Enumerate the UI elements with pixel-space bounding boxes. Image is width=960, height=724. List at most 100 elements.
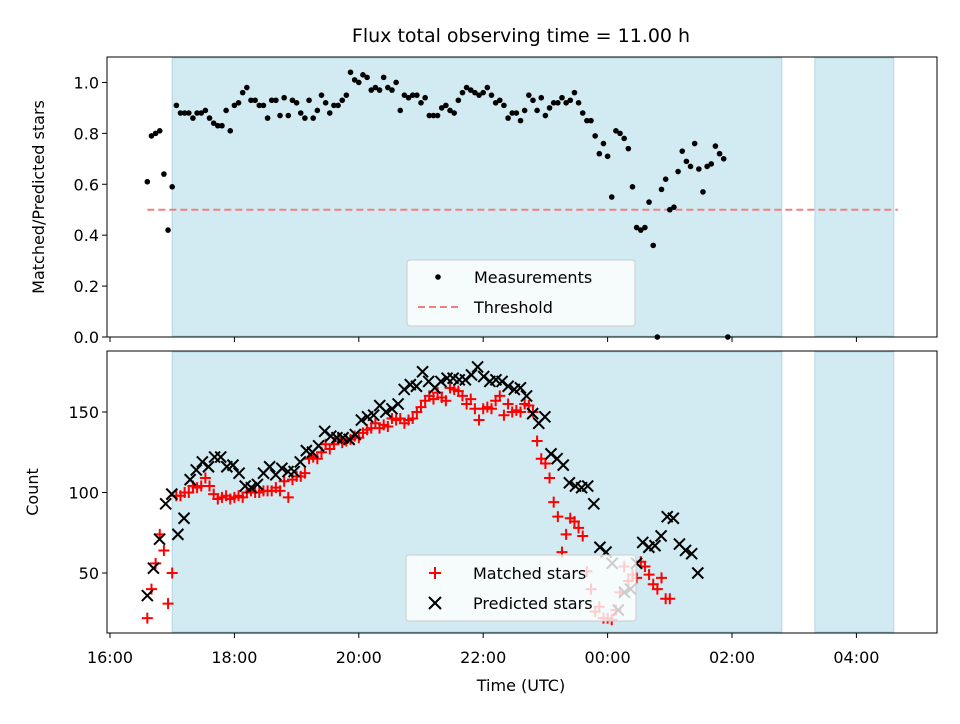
- measurement-point: [215, 122, 221, 129]
- predicted-star-point: [202, 460, 215, 473]
- measurement-point: [248, 97, 254, 104]
- measurement-point: [484, 84, 491, 91]
- measurement-point: [347, 69, 354, 76]
- matched-star-point: [274, 485, 286, 497]
- measurement-point: [252, 97, 258, 104]
- predicted-star-point: [648, 539, 662, 552]
- measurement-point: [306, 97, 312, 104]
- predicted-star-point: [177, 512, 191, 525]
- matched-star-point: [552, 511, 564, 523]
- legend-predicted-label: Predicted stars: [473, 594, 593, 613]
- measurement-point: [596, 150, 603, 157]
- x-tick-label: 22:00: [460, 648, 506, 667]
- top-y-axis: 0.0 0.2 0.4 0.6 0.8 1.0: [74, 73, 107, 347]
- measurement-point: [331, 102, 337, 109]
- measurement-point: [542, 112, 549, 119]
- measurement-point: [716, 150, 723, 157]
- top-y-axis-label: Matched/Predicted stars: [29, 100, 48, 294]
- y-tick-label: 100: [68, 484, 99, 503]
- legend-matched-label: Matched stars: [473, 564, 586, 583]
- measurement-point: [708, 161, 715, 167]
- measurement-point: [600, 140, 607, 147]
- measurement-point: [550, 100, 557, 106]
- measurement-point: [169, 184, 175, 190]
- shaded-interval: [814, 351, 895, 633]
- measurement-point: [675, 168, 681, 175]
- matched-star-point: [158, 544, 170, 556]
- measurement-point: [505, 115, 511, 121]
- predicted-star-point: [465, 368, 478, 382]
- measurement-point: [239, 89, 246, 96]
- measurement-point: [152, 130, 159, 137]
- measurement-point: [202, 107, 209, 114]
- measurement-point: [401, 92, 408, 98]
- predicted-star-point: [147, 561, 160, 575]
- matched-star-point: [183, 487, 195, 498]
- top-axes-frame: [106, 56, 938, 338]
- x-tick-label: 20:00: [336, 648, 382, 667]
- x-tick-label: 00:00: [585, 648, 631, 667]
- predicted-star-point: [581, 479, 594, 493]
- measurement-point: [534, 107, 540, 114]
- bottom-x-axis: 16:00 18:00 20:00 22:00 00:00 02:00 04:00: [87, 633, 879, 667]
- matched-star-point: [485, 403, 497, 415]
- measurement-point: [409, 92, 416, 98]
- matched-star-point: [204, 480, 216, 492]
- top-legend: Measurements Threshold: [406, 259, 636, 327]
- measurement-point: [256, 102, 263, 109]
- measurement-point: [360, 72, 366, 78]
- matched-star-point: [515, 406, 527, 418]
- measurement-point: [281, 94, 287, 101]
- bottom-legend-box: [405, 554, 637, 622]
- matched-star-point: [664, 593, 676, 605]
- predicted-star-point: [159, 497, 172, 510]
- measurement-point: [629, 184, 636, 190]
- measurement-point: [633, 224, 640, 231]
- measurement-point: [244, 84, 250, 91]
- x-tick-label: 18:00: [211, 648, 257, 667]
- measurement-point: [563, 100, 569, 106]
- measurement-point: [438, 105, 445, 111]
- measurement-point: [476, 92, 482, 98]
- measurement-point: [625, 145, 632, 152]
- measurement-point: [190, 115, 196, 121]
- measurement-point: [463, 84, 470, 91]
- matched-star-point: [415, 401, 427, 413]
- measurement-point: [509, 110, 516, 116]
- measurement-point: [231, 102, 238, 109]
- measurement-point: [285, 112, 292, 119]
- measurement-point: [621, 135, 627, 142]
- measurement-point: [679, 148, 686, 154]
- matched-star-point: [502, 398, 514, 410]
- measurement-point: [206, 115, 213, 121]
- measurement-point: [604, 153, 611, 160]
- predicted-star-point: [667, 512, 680, 525]
- matched-star-point: [199, 472, 211, 484]
- matched-star-point: [282, 491, 294, 503]
- measurement-point: [322, 100, 329, 106]
- measurement-point: [662, 176, 669, 182]
- predicted-star-point: [153, 532, 166, 546]
- legend-measurements-marker: [435, 274, 441, 280]
- predicted-star-point: [679, 544, 692, 557]
- measurement-point: [667, 206, 673, 213]
- matched-star-point: [643, 569, 655, 581]
- matched-star-point: [141, 612, 153, 624]
- measurement-point: [185, 110, 192, 116]
- measurement-point: [488, 92, 495, 98]
- legend-predicted-marker: [428, 596, 442, 610]
- measurement-point: [422, 94, 428, 101]
- predicted-star-point: [416, 365, 429, 378]
- measurement-point: [223, 107, 229, 114]
- measurement-point: [555, 100, 561, 106]
- predicted-star-point: [183, 473, 197, 486]
- measurement-point: [712, 143, 719, 149]
- measurement-point: [526, 92, 532, 98]
- predicted-star-point: [391, 397, 405, 411]
- measurement-point: [181, 110, 188, 116]
- predicted-star-point: [501, 380, 515, 393]
- bottom-plot-area: [141, 360, 704, 626]
- measurement-point: [671, 204, 677, 210]
- measurement-point: [339, 97, 346, 104]
- bottom-legend: Matched stars Predicted stars: [405, 554, 637, 622]
